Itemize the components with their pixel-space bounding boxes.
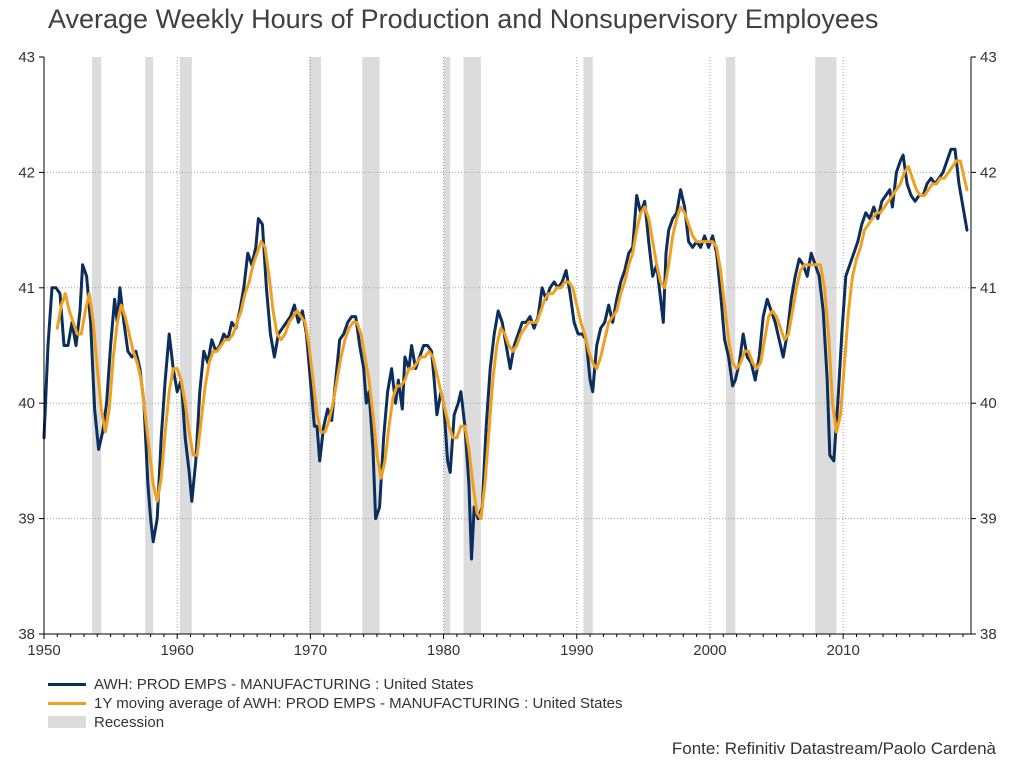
ytick-label-right-40: 40 (980, 395, 997, 412)
xtick-label-1990: 1990 (560, 642, 593, 659)
legend-label-recession: Recession (94, 714, 165, 731)
xtick-label-2000: 2000 (693, 642, 726, 659)
recession-band-3 (309, 57, 322, 634)
source-note: Fonte: Refinitiv Datastream/Paolo Carden… (671, 739, 996, 758)
xtick-label-1950: 1950 (27, 642, 60, 659)
legend-swatch-recession (48, 716, 86, 728)
legend-swatch-moving-average (48, 702, 86, 705)
ytick-label-left-42: 42 (18, 164, 35, 181)
ytick-label-left-38: 38 (18, 626, 35, 643)
xtick-label-1960: 1960 (161, 642, 194, 659)
xtick-label-1980: 1980 (427, 642, 460, 659)
legend-item-moving-average: 1Y moving average of AWH: PROD EMPS - MA… (48, 694, 623, 713)
legend: AWH: PROD EMPS - MANUFACTURING : United … (48, 675, 623, 732)
ytick-label-right-42: 42 (980, 164, 997, 181)
ytick-label-left-41: 41 (18, 280, 35, 297)
moving-average-series-line (55, 159, 969, 521)
ytick-label-left-43: 43 (18, 49, 35, 66)
ytick-label-right-41: 41 (980, 280, 997, 297)
legend-swatch-awh (48, 683, 86, 686)
legend-label-moving-average: 1Y moving average of AWH: PROD EMPS - MA… (94, 695, 623, 712)
legend-item-awh: AWH: PROD EMPS - MANUFACTURING : United … (48, 675, 623, 694)
axes: 38 38 39 39 40 40 41 41 42 42 43 43 1950 1960 1970 1980… (18, 49, 996, 659)
series-lines (42, 147, 969, 561)
legend-label-awh: AWH: PROD EMPS - MANUFACTURING : United … (94, 676, 474, 693)
ytick-label-left-39: 39 (18, 511, 35, 528)
recession-band-2 (179, 57, 192, 634)
xtick-label-2010: 2010 (826, 642, 859, 659)
legend-item-recession: Recession (48, 713, 623, 732)
chart-title: Average Weekly Hours of Production and N… (48, 4, 879, 34)
ytick-label-right-38: 38 (980, 626, 997, 643)
recession-band-1 (145, 57, 154, 634)
ytick-label-left-40: 40 (18, 395, 35, 412)
ytick-label-right-43: 43 (980, 49, 997, 66)
xtick-label-1970: 1970 (294, 642, 327, 659)
recession-band-4 (362, 57, 380, 634)
ytick-label-right-39: 39 (980, 511, 997, 528)
recession-band-5 (443, 57, 451, 634)
